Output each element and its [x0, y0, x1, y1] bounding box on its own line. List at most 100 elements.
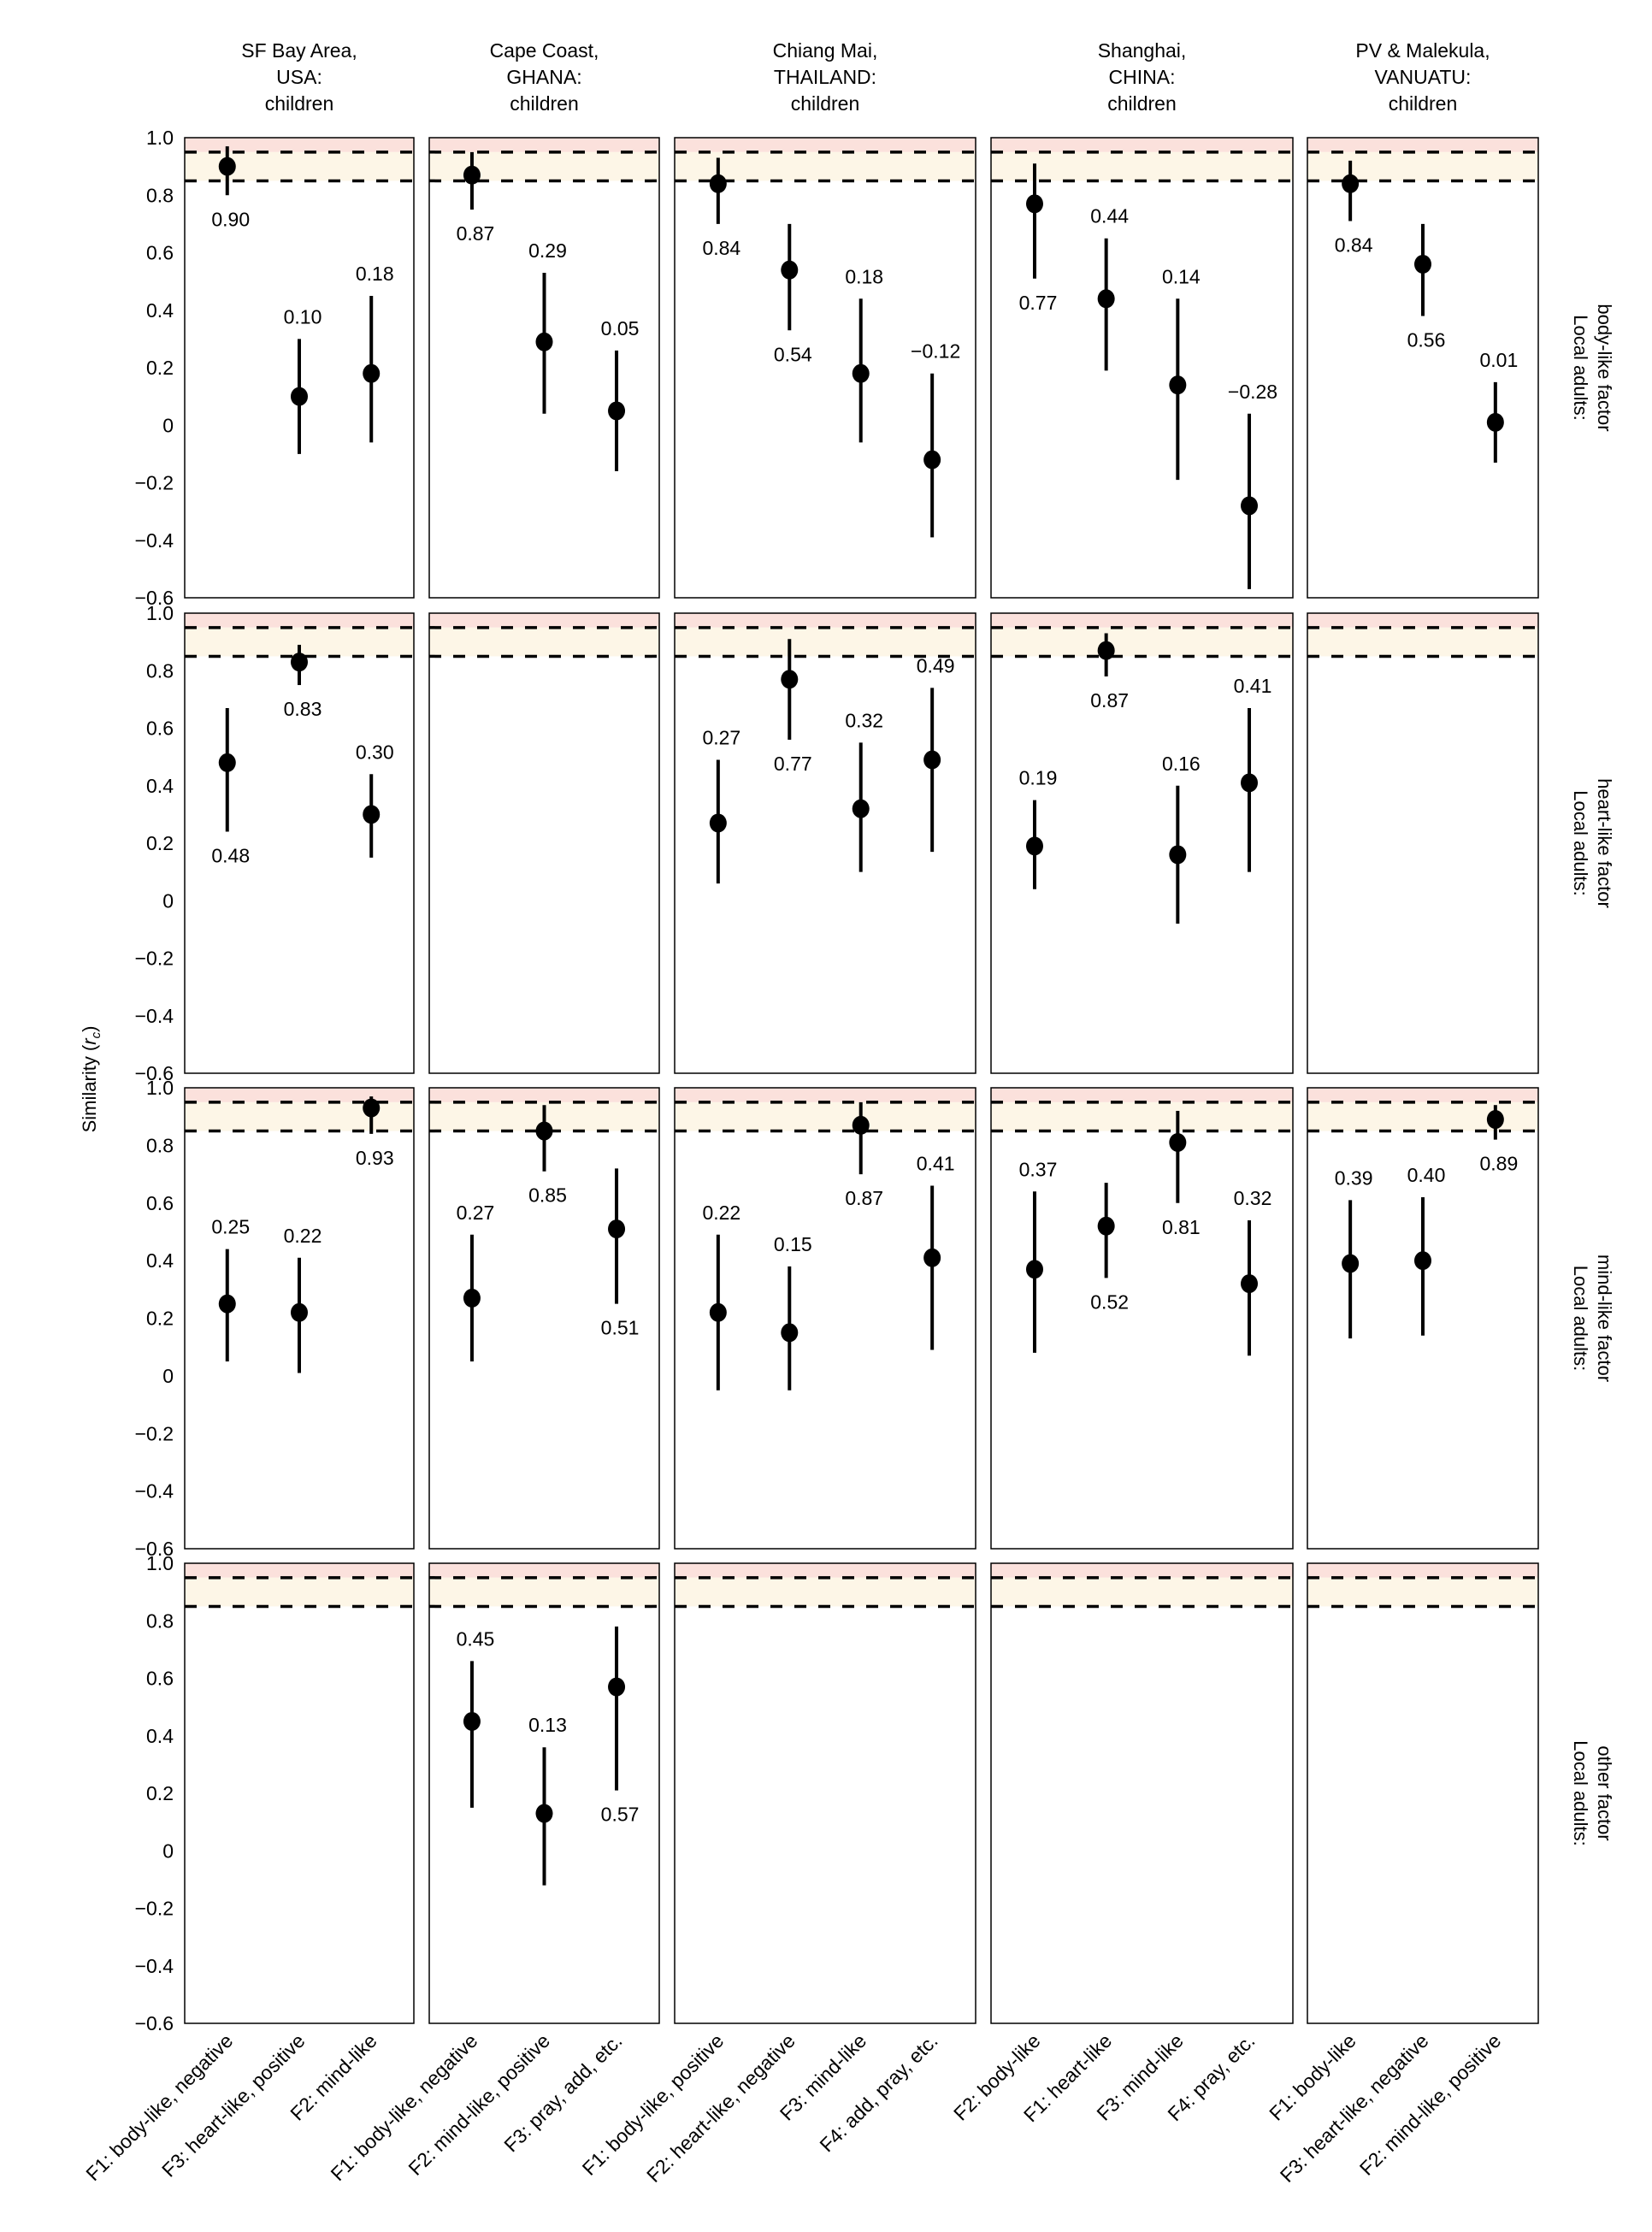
y-tick-label: 0: [162, 1839, 174, 1862]
data-point: 0.15: [774, 1233, 812, 1391]
value-label: 0.29: [528, 239, 567, 262]
value-label: 0.39: [1335, 1166, 1373, 1189]
point-marker: [1169, 375, 1187, 395]
value-label: 0.16: [1162, 753, 1201, 775]
point-marker: [535, 332, 553, 351]
point-marker: [218, 753, 236, 772]
shaded-band: [991, 1577, 1293, 1607]
panel-frame: [184, 1562, 415, 2024]
point-marker: [852, 799, 870, 818]
point-marker: [1025, 1260, 1043, 1279]
x-category-label-text: F3: heart-like, positive: [157, 2029, 309, 2181]
shaded-band: [675, 1088, 976, 1102]
value-label: 0.49: [917, 654, 955, 676]
x-category-label: F3: heart-like, negative: [1276, 2029, 1433, 2187]
value-label: 0.15: [774, 1233, 812, 1255]
y-tick-label: 0.8: [146, 1134, 174, 1156]
y-tick-label: −0.4: [135, 1480, 174, 1503]
point-marker: [363, 363, 381, 383]
data-point: 0.40: [1407, 1164, 1445, 1336]
shaded-band: [185, 613, 414, 628]
column-title-line: VANUATU:: [1375, 66, 1472, 88]
data-point: 0.48: [211, 707, 250, 867]
value-label: 0.41: [1234, 675, 1272, 697]
data-point: 0.49: [917, 654, 955, 853]
value-label: 0.25: [211, 1216, 250, 1238]
y-tick-label: −0.4: [135, 529, 174, 552]
data-point: 0.22: [284, 1225, 322, 1373]
data-point: 0.90: [211, 146, 250, 230]
value-label: −0.28: [1228, 381, 1277, 403]
panel-frame: [1307, 612, 1539, 1074]
data-point: 0.18: [356, 263, 394, 443]
x-category-label-text: F4: add, pray, etc.: [815, 2029, 941, 2156]
point-marker: [218, 1294, 236, 1314]
column-title: SF Bay Area, USA: children: [241, 39, 357, 115]
shaded-band: [1307, 1563, 1538, 1578]
y-axis-title: Similarity (rc): [79, 1026, 103, 1133]
data-point: 0.32: [1234, 1187, 1271, 1356]
panel: [674, 1087, 976, 1550]
shaded-band: [991, 138, 1293, 152]
row-label-line: heart-like factor: [1594, 778, 1615, 908]
panel-frame: [990, 612, 1294, 1074]
shaded-band: [1307, 138, 1538, 152]
column-title-line: Shanghai,: [1098, 39, 1187, 62]
value-label: 0.41: [917, 1153, 955, 1175]
point-marker: [1169, 845, 1187, 865]
value-label: 0.18: [845, 265, 883, 287]
y-tick-label: 0: [162, 889, 174, 912]
y-tick-label: −0.4: [135, 1005, 174, 1027]
column-title-line: THAILAND:: [774, 66, 876, 88]
y-tick-label: 1.0: [146, 127, 174, 149]
y-tick-label: −0.6: [135, 587, 174, 609]
data-point: 0.27: [702, 726, 740, 884]
data-point: 0.87: [845, 1101, 883, 1209]
row-label-line: Local adults:: [1570, 315, 1591, 421]
point-marker: [1169, 1133, 1187, 1153]
point-marker: [1241, 773, 1259, 793]
data-point: 0.01: [1479, 349, 1518, 463]
column-title-line: SF Bay Area,: [241, 39, 357, 62]
y-tick-label: 0.8: [146, 1609, 174, 1632]
column-title-line: children: [1107, 92, 1177, 115]
column-title-line: children: [791, 92, 860, 115]
value-label: 0.19: [1019, 767, 1058, 789]
y-tick-label: 0.6: [146, 1192, 174, 1214]
panel: [674, 1562, 976, 2024]
panel: [1307, 612, 1539, 1074]
point-marker: [1342, 1254, 1360, 1273]
y-tick-label: −0.2: [135, 948, 174, 970]
data-point: 0.10: [284, 305, 322, 454]
value-label: 0.37: [1019, 1158, 1058, 1180]
data-point: −0.12: [911, 340, 960, 538]
shaded-band: [675, 627, 976, 657]
value-label: 0.44: [1090, 205, 1129, 227]
data-point: 0.25: [211, 1216, 250, 1362]
point-marker: [781, 1323, 799, 1343]
panel-frame: [990, 1562, 1294, 2024]
y-tick-label: −0.2: [135, 472, 174, 494]
y-tick-label: −0.2: [135, 1898, 174, 1920]
value-label: 0.89: [1479, 1153, 1518, 1175]
shaded-band: [429, 1577, 659, 1607]
y-tick-label: 0.2: [146, 1782, 174, 1804]
point-marker: [1097, 641, 1115, 660]
point-marker: [291, 652, 308, 672]
row-label-line: Local adults:: [1570, 1740, 1591, 1846]
shaded-band: [991, 627, 1293, 657]
panel: [674, 612, 976, 1074]
value-label: 0.18: [356, 263, 394, 285]
value-label: 0.77: [774, 753, 812, 775]
value-label: 0.87: [845, 1187, 883, 1209]
shaded-band: [675, 1563, 976, 1578]
row-label: Local adults: heart-like factor: [1570, 778, 1615, 908]
shaded-band: [1307, 627, 1538, 657]
row-label-line: other factor: [1594, 1745, 1615, 1840]
panel: [428, 612, 660, 1074]
row-label: Local adults: other factor: [1570, 1740, 1615, 1846]
column-title-line: Cape Coast,: [490, 39, 599, 62]
x-category-label: F3: heart-like, positive: [157, 2029, 309, 2181]
y-tick-label: −0.6: [135, 2012, 174, 2034]
